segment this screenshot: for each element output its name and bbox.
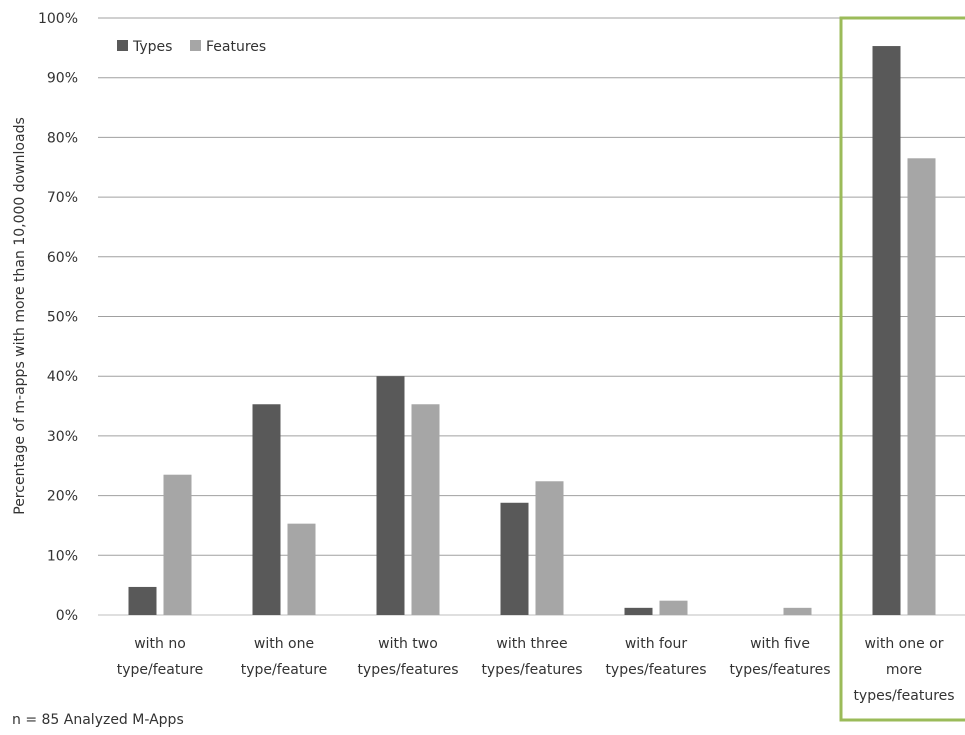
- bars: [128, 46, 936, 616]
- highlight-frame: [839, 16, 965, 722]
- y-tick-label: 30%: [47, 429, 78, 445]
- y-tick-label: 90%: [47, 71, 78, 87]
- y-tick-label: 80%: [47, 130, 78, 146]
- category-label: with four: [625, 636, 688, 652]
- y-tick-label: 60%: [47, 250, 78, 266]
- bar-types: [872, 46, 901, 615]
- bar-features: [783, 607, 812, 615]
- category-label: type/feature: [241, 662, 328, 678]
- highlight-box: [839, 16, 965, 722]
- bar-types: [128, 586, 157, 615]
- y-axis-label: Percentage of m-apps with more than 10,0…: [12, 117, 28, 515]
- y-tick-label: 0%: [56, 608, 78, 624]
- legend-swatch: [117, 40, 128, 51]
- category-label: with three: [496, 636, 567, 652]
- y-tick-label: 100%: [38, 11, 78, 27]
- category-label: with no: [134, 636, 186, 652]
- category-label: types/features: [605, 662, 706, 678]
- sample-size-note: n = 85 Analyzed M-Apps: [12, 712, 184, 728]
- bar-types: [252, 404, 281, 615]
- bar-features: [907, 158, 936, 616]
- bar-features: [411, 404, 440, 615]
- bar-features: [659, 600, 688, 615]
- category-label: more: [886, 662, 922, 678]
- category-label: types/features: [729, 662, 830, 678]
- y-tick-label: 20%: [47, 489, 78, 505]
- bar-types: [624, 607, 653, 615]
- category-label: types/features: [357, 662, 458, 678]
- bar-features: [535, 481, 564, 615]
- legend: Types Features: [117, 39, 266, 55]
- legend-label: Features: [206, 39, 266, 55]
- bar-types: [500, 502, 529, 615]
- legend-swatch: [190, 40, 201, 51]
- category-label: with one: [254, 636, 314, 652]
- bar-types: [376, 376, 405, 615]
- category-label: types/features: [481, 662, 582, 678]
- category-label: type/feature: [117, 662, 204, 678]
- gridlines: [98, 17, 965, 616]
- category-label: with five: [750, 636, 810, 652]
- y-tick-label: 40%: [47, 369, 78, 385]
- y-tick-label: 10%: [47, 548, 78, 564]
- y-tick-label: 70%: [47, 190, 78, 206]
- category-label: types/features: [853, 688, 954, 704]
- category-label: with one or: [865, 636, 944, 652]
- x-axis-categories: with no type/feature with one type/feature w…: [117, 636, 955, 704]
- y-axis-ticks: 0% 10% 20% 30% 40% 50% 60% 70% 80% 90% 100%: [38, 11, 78, 624]
- bar-features: [287, 523, 316, 615]
- bar-features: [163, 474, 192, 615]
- y-tick-label: 50%: [47, 310, 78, 326]
- category-label: with two: [378, 636, 438, 652]
- legend-label: Types: [132, 39, 172, 55]
